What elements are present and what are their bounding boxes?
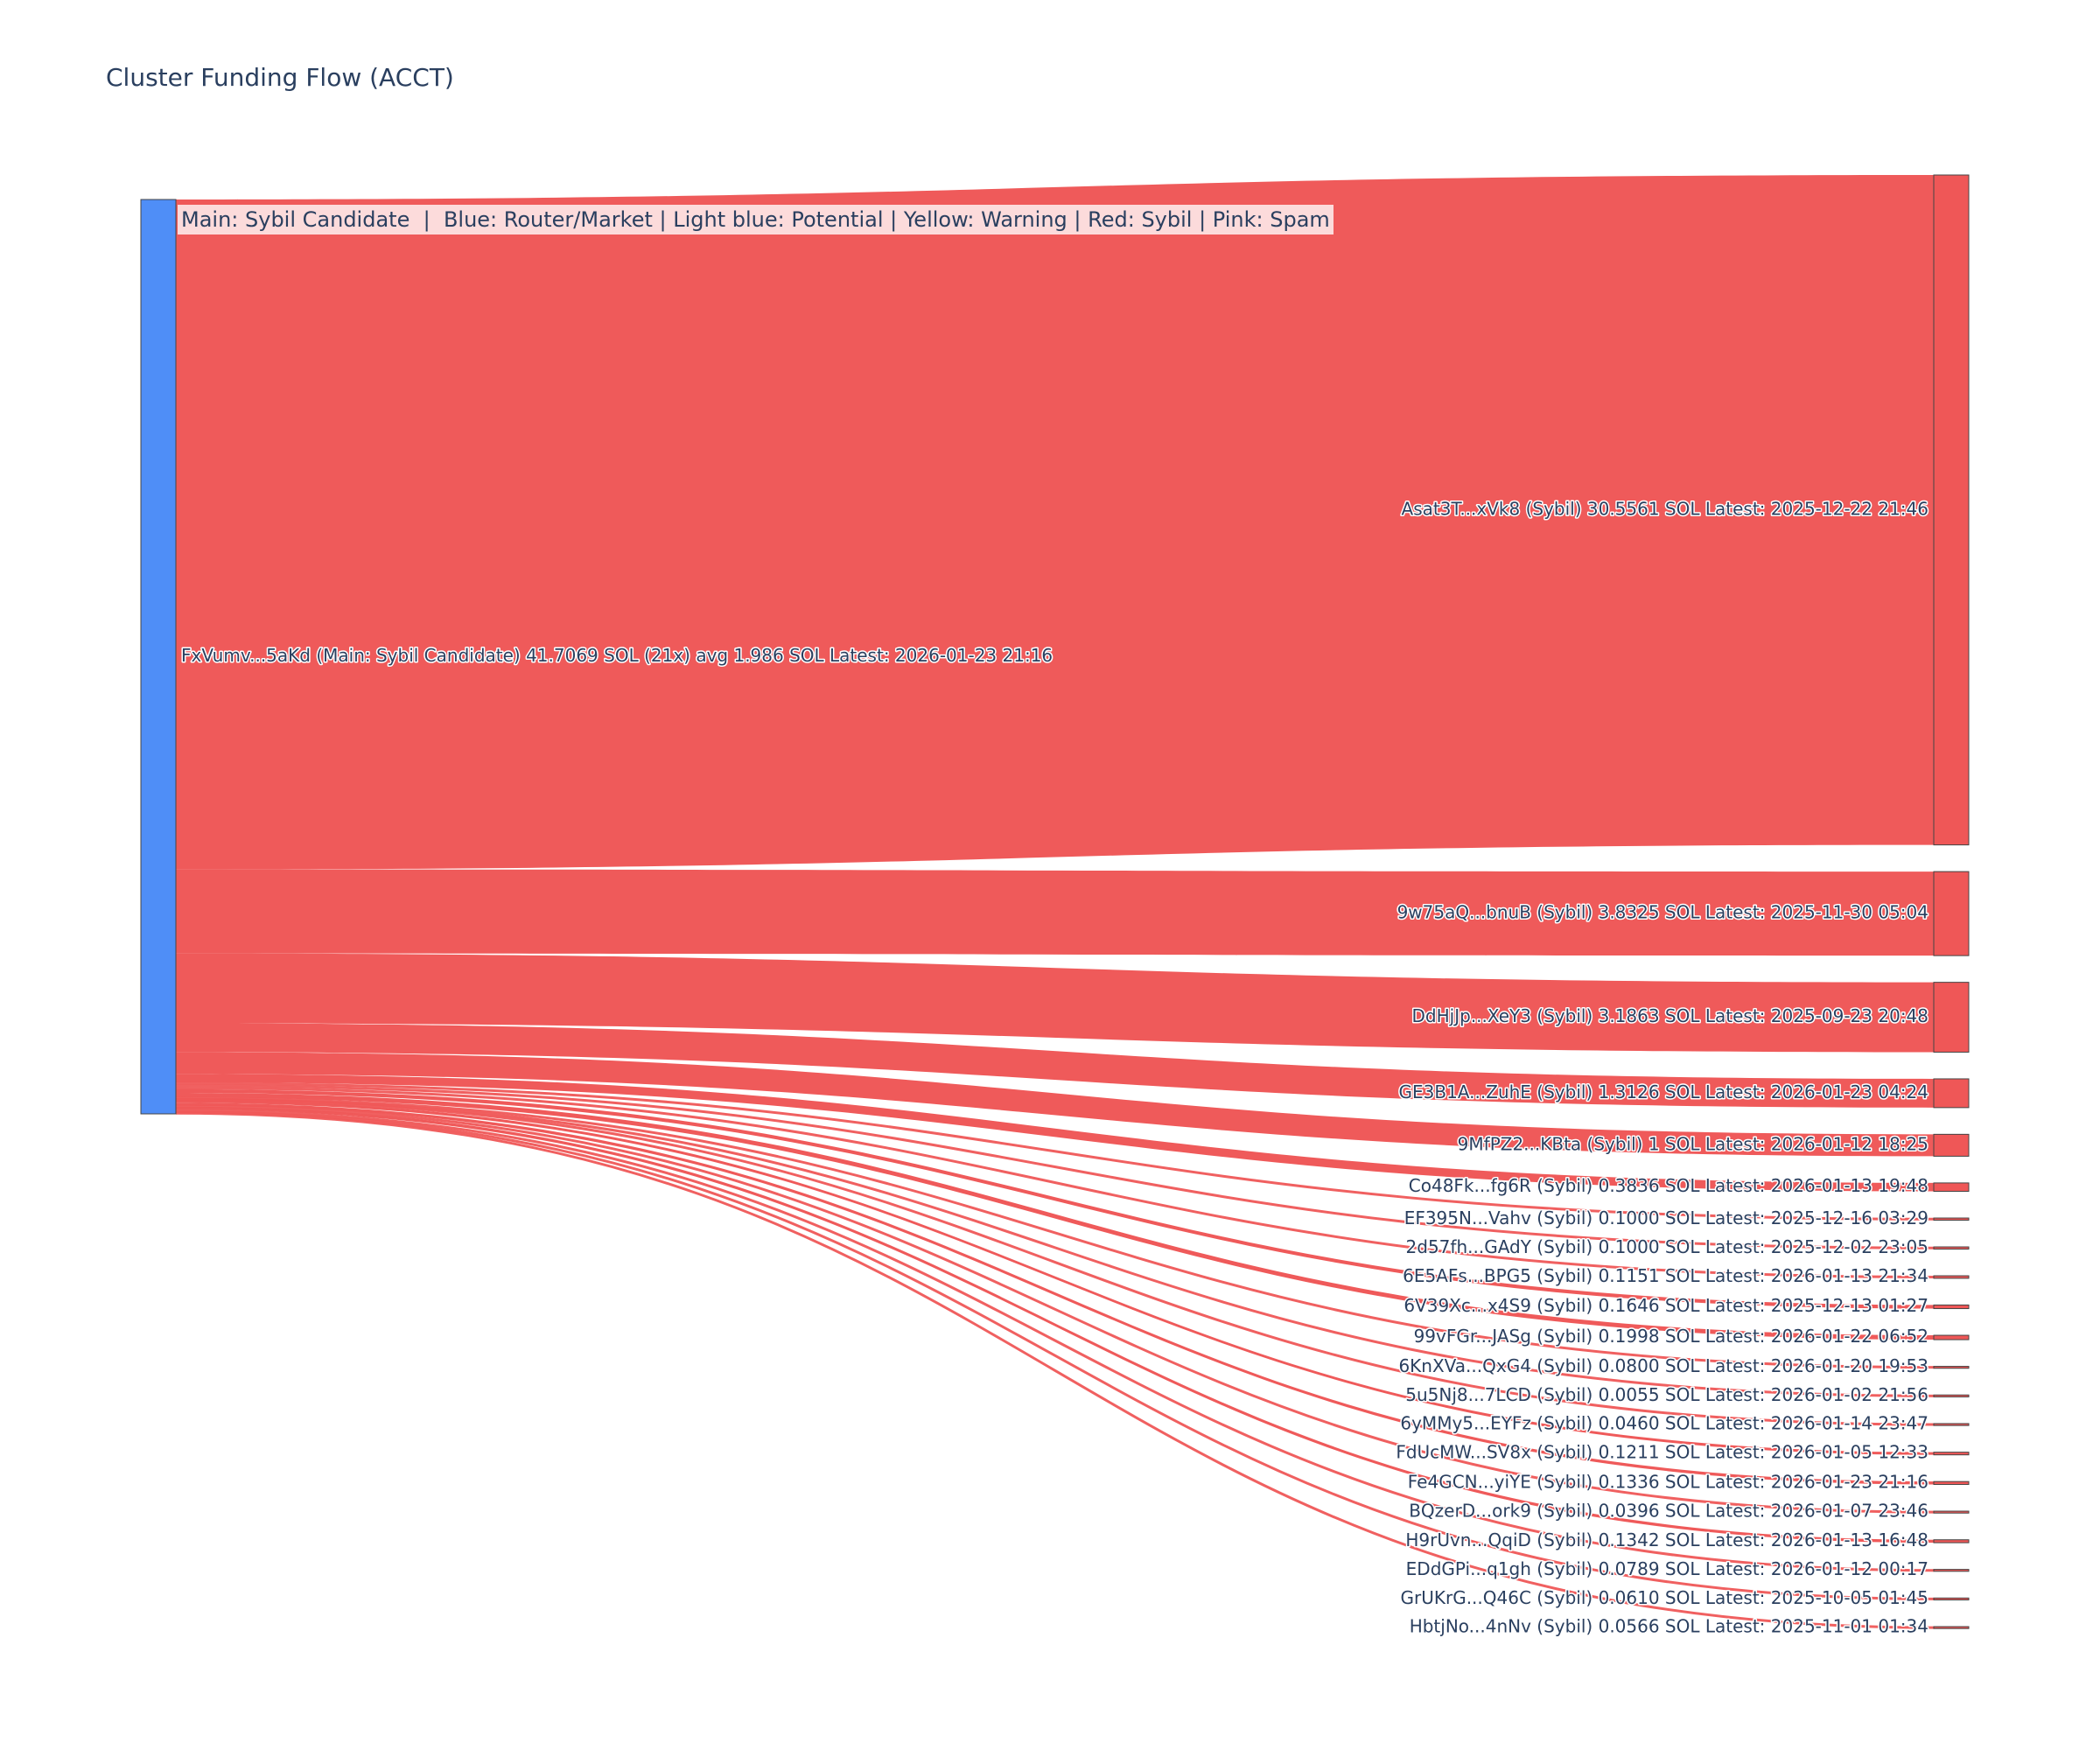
sankey-link	[176, 1093, 1934, 1340]
target-node[interactable]	[1933, 1423, 1970, 1426]
target-node-label: Co48Fk...fg6R (Sybil) 0.3836 SOL Latest:…	[1409, 1175, 1928, 1196]
chart-title: Cluster Funding Flow (ACCT)	[106, 63, 454, 92]
target-node[interactable]	[1933, 1626, 1970, 1629]
target-node-label: 9MfPZ2...KBta (Sybil) 1 SOL Latest: 2026…	[1458, 1133, 1928, 1154]
target-node[interactable]	[1933, 174, 1970, 846]
sankey-link	[176, 953, 1934, 1053]
target-node-label: 6yMMy5...EYFz (Sybil) 0.0460 SOL Latest:…	[1400, 1413, 1928, 1434]
target-node-label: 2d57fh...GAdY (Sybil) 0.1000 SOL Latest:…	[1406, 1236, 1928, 1257]
target-node[interactable]	[1933, 1480, 1970, 1486]
sankey-link	[176, 1023, 1934, 1108]
sankey-link	[175, 1097, 1935, 1397]
sankey-link	[176, 869, 1934, 956]
target-node-label: 6E5AFs...BPG5 (Sybil) 0.1151 SOL Latest:…	[1403, 1265, 1928, 1286]
target-node-label: EF395N...Vahv (Sybil) 0.1000 SOL Latest:…	[1404, 1208, 1928, 1228]
sankey-link	[175, 1098, 1935, 1426]
sankey-link	[175, 1111, 1935, 1629]
sankey-links	[175, 175, 1935, 1629]
sankey-link	[175, 1104, 1935, 1514]
target-node[interactable]	[1933, 1539, 1970, 1544]
target-node-label: 99vFGr...JASg (Sybil) 0.1998 SOL Latest:…	[1414, 1326, 1928, 1347]
target-node[interactable]	[1933, 1182, 1970, 1193]
target-node-label: H9rUvn...QqiD (Sybil) 0.1342 SOL Latest:…	[1405, 1530, 1928, 1550]
target-node-label: 9w75aQ...bnuB (Sybil) 3.8325 SOL Latest:…	[1397, 902, 1928, 923]
target-node[interactable]	[1933, 1304, 1970, 1310]
target-node[interactable]	[1933, 982, 1970, 1053]
sankey-link	[175, 1110, 1935, 1600]
target-node-label: HbtjNo...4nNv (Sybil) 0.0566 SOL Latest:…	[1410, 1616, 1928, 1637]
target-node[interactable]	[1933, 1569, 1970, 1572]
target-node[interactable]	[1933, 1510, 1970, 1514]
target-node[interactable]	[1933, 1133, 1970, 1157]
target-node-label: 6KnXVa...QxG4 (Sybil) 0.0800 SOL Latest:…	[1398, 1355, 1928, 1376]
target-node[interactable]	[1933, 1078, 1970, 1109]
target-node[interactable]	[1933, 1275, 1970, 1279]
sankey-link	[176, 1106, 1934, 1544]
sankey-link	[176, 1100, 1934, 1455]
sankey-labels: FxVumv...5aKd (Main: Sybil Candidate) 41…	[180, 497, 1930, 1638]
target-node[interactable]	[1933, 1217, 1970, 1222]
source-node[interactable]	[140, 199, 177, 1115]
target-node-label: Asat3T...xVk8 (Sybil) 30.5561 SOL Latest…	[1402, 498, 1928, 519]
legend-annotation: Main: Sybil Candidate | Blue: Router/Mar…	[178, 205, 1334, 234]
sankey-link	[176, 1052, 1934, 1157]
target-node-label: Fe4GCN...yiYE (Sybil) 0.1336 SOL Latest:…	[1408, 1471, 1928, 1492]
target-node[interactable]	[1933, 1597, 1970, 1600]
sankey-link	[176, 1102, 1934, 1485]
target-node[interactable]	[1933, 1366, 1970, 1369]
target-node[interactable]	[1933, 1246, 1970, 1250]
sankey-link	[175, 1082, 1935, 1221]
source-node-label: FxVumv...5aKd (Main: Sybil Candidate) 41…	[181, 645, 1053, 666]
sankey-link	[175, 1086, 1935, 1278]
target-node-label: 6V39Xc...x4S9 (Sybil) 0.1646 SOL Latest:…	[1404, 1295, 1928, 1316]
target-node[interactable]	[1933, 871, 1970, 956]
target-node-label: 5u5Nj8...7LCD (Sybil) 0.0055 SOL Latest:…	[1405, 1384, 1928, 1405]
target-node[interactable]	[1933, 1334, 1970, 1340]
target-node[interactable]	[1933, 1452, 1970, 1456]
sankey-link	[175, 1109, 1935, 1572]
sankey-link	[175, 1096, 1935, 1369]
target-node-label: GE3B1A...ZuhE (Sybil) 1.3126 SOL Latest:…	[1399, 1082, 1928, 1102]
target-node-label: EDdGPi...q1gh (Sybil) 0.0789 SOL Latest:…	[1406, 1558, 1928, 1579]
sankey-link	[175, 1084, 1935, 1250]
target-node-label: BQzerD...ork9 (Sybil) 0.0396 SOL Latest:…	[1409, 1501, 1928, 1522]
target-node-label: FdUcMW...SV8x (Sybil) 0.1211 SOL Latest:…	[1396, 1442, 1928, 1463]
sankey-link	[176, 1088, 1934, 1309]
target-node-label: DdHjJp...XeY3 (Sybil) 3.1863 SOL Latest:…	[1412, 1005, 1928, 1026]
sankey-link	[176, 1074, 1934, 1192]
sankey-nodes	[140, 174, 1970, 1629]
target-node-label: GrUKrG...Q46C (Sybil) 0.0610 SOL Latest:…	[1401, 1587, 1929, 1608]
target-node[interactable]	[1933, 1394, 1970, 1397]
sankey-link	[176, 175, 1934, 870]
